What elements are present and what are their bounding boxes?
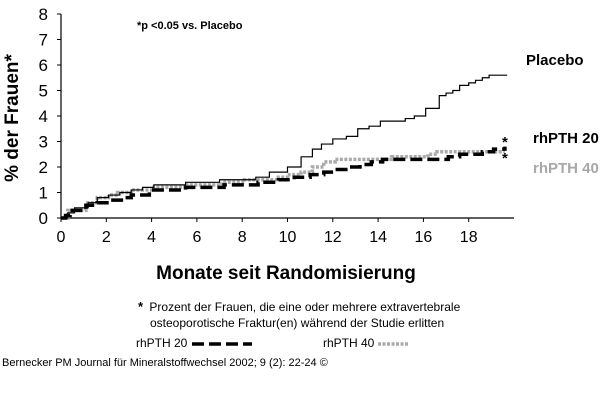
significance-note: *p <0.05 vs. Placebo xyxy=(137,20,243,32)
y-tick-label: 3 xyxy=(39,133,48,152)
footnote-line-1: Prozent der Frauen, die eine oder mehrer… xyxy=(149,300,461,314)
footnote-marker: * xyxy=(138,299,144,314)
series-line-rhpth-40 xyxy=(61,149,505,220)
x-tick-label: 0 xyxy=(57,229,66,246)
x-tick-label: 8 xyxy=(238,229,247,246)
y-tick-label: 5 xyxy=(39,82,48,101)
x-tick-label: 12 xyxy=(324,229,342,246)
citation: Bernecker PM Journal für Mineralstoffwec… xyxy=(2,357,328,369)
y-tick-label: 8 xyxy=(39,5,48,24)
x-tick-label: 2 xyxy=(102,229,111,246)
series-label-placebo: Placebo xyxy=(526,52,584,69)
y-axis-label: % der Frauen* xyxy=(2,54,23,182)
y-tick-label: 0 xyxy=(39,209,48,228)
significance-star-rhpth40: * xyxy=(502,150,508,167)
legend-label-rhpth20: rhPTH 20 xyxy=(136,336,188,350)
footnote: * Prozent der Frauen, die eine oder mehr… xyxy=(138,299,460,331)
x-tick-label: 10 xyxy=(279,229,297,246)
legend-label-rhpth40: rhPTH 40 xyxy=(323,336,375,350)
y-tick-label: 4 xyxy=(39,107,48,126)
series-line-placebo xyxy=(61,74,508,219)
y-tick-label: 1 xyxy=(39,184,48,203)
y-tick-label: 7 xyxy=(39,31,48,50)
x-axis-label: Monate seit Randomisierung xyxy=(156,263,416,284)
y-tick-label: 2 xyxy=(39,158,48,177)
footnote-line-2: osteoporotische Fraktur(en) während der … xyxy=(150,316,445,330)
x-tick-label: 6 xyxy=(192,229,201,246)
x-tick-label: 18 xyxy=(460,229,478,246)
x-tick-label: 14 xyxy=(369,229,387,246)
legend-swatch-rhpth20 xyxy=(192,342,252,346)
series-label-rhpth20: rhPTH 20 xyxy=(533,130,599,147)
x-tick-label: 4 xyxy=(147,229,156,246)
series-line-rhpth-20 xyxy=(61,146,507,220)
x-tick-label: 16 xyxy=(415,229,433,246)
significance-star-rhpth20: * xyxy=(502,134,508,151)
series-label-rhpth40: rhPTH 40 xyxy=(533,160,599,177)
legend-swatch-rhpth40 xyxy=(378,342,408,346)
y-tick-label: 6 xyxy=(39,56,48,75)
